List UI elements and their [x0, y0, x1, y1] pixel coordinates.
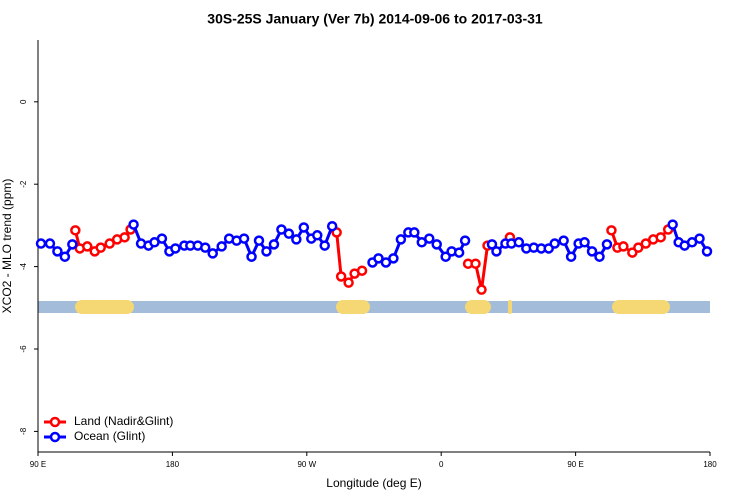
land-ocean-band — [38, 300, 710, 314]
ocean-band — [38, 301, 710, 313]
point — [238, 233, 250, 244]
point — [491, 246, 502, 257]
x-axis-label: Longitude (deg E) — [326, 476, 421, 490]
point — [104, 238, 115, 249]
point — [424, 233, 435, 244]
point — [606, 225, 617, 236]
point — [701, 246, 713, 257]
point — [67, 239, 78, 250]
legend-marker — [49, 431, 61, 443]
point — [373, 253, 384, 264]
point — [70, 225, 81, 236]
x-tick-label: 90 E — [567, 460, 583, 469]
point — [59, 251, 71, 262]
point — [283, 228, 295, 239]
point — [558, 235, 569, 246]
point — [565, 251, 577, 262]
point — [326, 220, 338, 232]
point — [409, 227, 420, 238]
y-tick-label: -6 — [19, 345, 28, 353]
x-tick-label: 90 E — [30, 460, 46, 469]
point — [486, 239, 498, 250]
land-band — [508, 300, 512, 314]
point — [459, 235, 471, 246]
chart-title: 30S-25S January (Ver 7b) 2014-09-06 to 2… — [207, 11, 543, 27]
point — [319, 240, 330, 251]
point — [453, 247, 465, 258]
point — [586, 246, 598, 257]
point — [633, 242, 644, 253]
x-tick-label: 0 — [439, 460, 444, 469]
point — [470, 258, 481, 269]
point — [207, 248, 218, 259]
point — [35, 238, 47, 249]
legend-label: Land (Nadir&Glint) — [74, 414, 173, 428]
land-band — [75, 300, 134, 314]
point — [395, 234, 407, 245]
y-tick-label: -8 — [19, 427, 28, 435]
legend-label: Ocean (Glint) — [74, 429, 145, 443]
point — [156, 233, 168, 244]
point — [298, 222, 310, 233]
point — [601, 239, 613, 250]
point — [476, 284, 487, 295]
point — [640, 238, 652, 249]
point — [380, 257, 392, 268]
point — [335, 271, 347, 282]
point — [119, 232, 130, 243]
point — [253, 235, 265, 246]
x-tick-label: 180 — [166, 460, 180, 469]
y-axis-label: XCO2 - MLO trend (ppm) — [0, 179, 14, 314]
point — [388, 253, 399, 264]
point — [312, 230, 323, 241]
y-tick-label: -2 — [19, 180, 28, 188]
x-tick-label: 180 — [703, 460, 717, 469]
x-tick-label: 90 W — [297, 460, 316, 469]
point — [594, 251, 605, 262]
legend-marker — [49, 416, 61, 428]
point — [618, 241, 629, 252]
point — [667, 219, 678, 230]
point — [216, 241, 227, 252]
point — [261, 246, 272, 257]
point — [44, 238, 56, 249]
point — [343, 277, 354, 288]
point — [268, 239, 280, 250]
point — [200, 242, 211, 253]
land-band — [612, 300, 670, 314]
point — [513, 237, 525, 248]
point — [579, 237, 590, 248]
point — [246, 251, 257, 262]
land-band — [465, 300, 491, 314]
point — [431, 239, 442, 250]
point — [291, 234, 302, 245]
point — [128, 219, 139, 230]
point — [694, 233, 705, 244]
point — [82, 241, 93, 252]
y-tick-label: 0 — [19, 99, 28, 104]
point — [52, 246, 63, 257]
point — [95, 242, 106, 253]
y-tick-label: -4 — [19, 262, 28, 270]
point — [549, 238, 560, 249]
point — [276, 224, 287, 235]
land-band — [336, 300, 370, 314]
point — [356, 265, 368, 276]
point — [170, 243, 181, 254]
point — [655, 232, 666, 243]
